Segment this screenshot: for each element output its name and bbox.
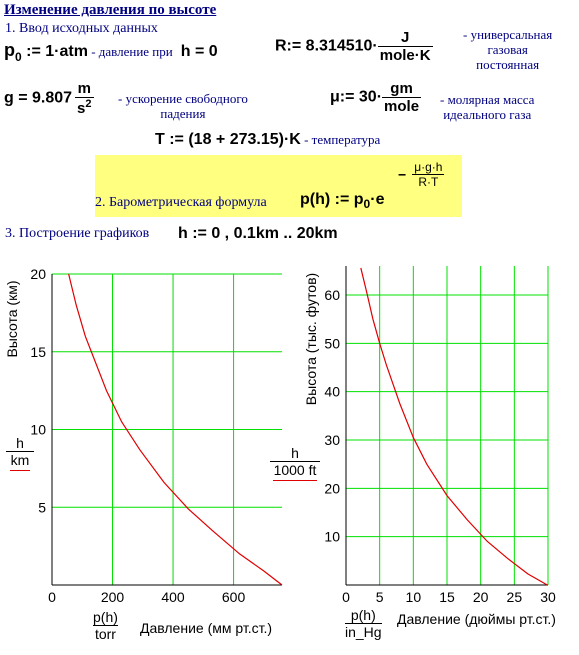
chart2-y-unit: h 1000 ft bbox=[270, 445, 320, 481]
formula-subscript: 0 bbox=[363, 197, 371, 211]
g-comment-line-2: падения bbox=[160, 106, 206, 121]
chart2-plot: 0 5 10 15 20 25 30 10 20 30 40 50 60 bbox=[324, 266, 556, 605]
chart1-y-tick-label: 5 bbox=[38, 499, 46, 515]
chart2-x-tick-label: 5 bbox=[376, 589, 384, 605]
chart2-x-tick-label: 25 bbox=[507, 589, 523, 605]
chart2-y-unit-den: 1000 ft bbox=[270, 461, 320, 478]
chart2-curve bbox=[360, 267, 548, 586]
r-comment-line-3: постоянная bbox=[476, 57, 540, 72]
p0-symbol: p bbox=[4, 40, 15, 60]
chart1-x-tick-label: 0 bbox=[48, 589, 56, 605]
chart2-x-unit: p(h) in_Hg bbox=[345, 607, 382, 640]
formula-expression: p(h) := p bbox=[300, 191, 364, 208]
chart1-plot: 0 200 400 600 5 10 15 20 bbox=[30, 266, 283, 605]
chart1-legend-line bbox=[10, 470, 30, 471]
formula-highlight bbox=[95, 155, 462, 217]
chart2-x-unit-den: in_Hg bbox=[345, 623, 382, 640]
g-definition[interactable]: g = 9.807 m s2 bbox=[4, 80, 94, 117]
r-comment-line-2: газовая bbox=[487, 42, 528, 57]
g-numerator: m bbox=[77, 80, 91, 97]
r-numerator: J bbox=[400, 29, 410, 46]
chart1-x-tick-label: 600 bbox=[222, 589, 246, 605]
formula-exponent: − μ·g·h R·T bbox=[398, 160, 445, 189]
range-definition[interactable]: h := 0 , 0.1km .. 20km bbox=[178, 225, 338, 242]
g-comment: - ускорение свободного падения bbox=[118, 91, 248, 121]
mu-denominator: mole bbox=[382, 97, 422, 115]
chart2-y-tick-label: 20 bbox=[324, 480, 340, 496]
chart1-y-unit-num: h bbox=[16, 435, 24, 451]
chart2-x-tick-label: 0 bbox=[342, 589, 350, 605]
mu-definition[interactable]: μ:= 30· gm mole bbox=[330, 80, 422, 115]
t-expression: T := (18 + 273.15)·K bbox=[155, 131, 301, 148]
exponent-denominator: R·T bbox=[412, 174, 445, 189]
chart2-y-tick-label: 30 bbox=[324, 432, 340, 448]
g-comment-line-1: - ускорение свободного bbox=[118, 91, 248, 106]
page-title: Изменение давления по высоте bbox=[4, 2, 217, 18]
chart1-y-unit-den: km bbox=[6, 451, 34, 468]
chart1-x-unit-num: p(h) bbox=[93, 609, 118, 625]
formula-exponential: ·e bbox=[370, 191, 385, 208]
mu-comment-line-2: идеального газа bbox=[443, 107, 532, 122]
section-3-heading: 3. Построение графиков bbox=[5, 226, 150, 241]
formula-label: 2. Барометрическая формула bbox=[95, 195, 267, 210]
chart1-x-tick-label: 200 bbox=[101, 589, 125, 605]
chart1-y-tick-label: 20 bbox=[30, 266, 46, 282]
chart1-x-unit-den: torr bbox=[93, 625, 118, 642]
r-lhs: R:= 8.314510· bbox=[275, 37, 378, 55]
exponent-sign: − bbox=[398, 166, 407, 183]
chart1-x-unit: p(h) torr bbox=[93, 609, 118, 642]
r-comment-line-1: - универсальная bbox=[463, 27, 553, 42]
chart1-curve bbox=[68, 273, 283, 586]
r-denominator: mole·K bbox=[377, 46, 433, 64]
g-lhs: g = 9.807 bbox=[4, 89, 73, 107]
chart2-y-tick-label: 40 bbox=[324, 384, 340, 400]
g-denominator-exponent: 2 bbox=[85, 98, 92, 110]
p0-condition: h = 0 bbox=[180, 43, 218, 60]
chart2-x-unit-num: p(h) bbox=[350, 607, 376, 623]
p0-definition[interactable]: p0 := 1·atm - давление при h = 0 bbox=[4, 40, 218, 64]
g-denominator: s bbox=[77, 100, 86, 117]
exponent-numerator: μ·g·h bbox=[414, 160, 443, 174]
mu-numerator: gm bbox=[390, 80, 413, 97]
chart1-x-axis-label: Давление (мм рт.ст.) bbox=[140, 620, 273, 636]
t-comment: - температура bbox=[300, 132, 381, 147]
chart2-y-unit-num: h bbox=[291, 445, 299, 461]
barometric-formula[interactable]: p(h) := p0·e bbox=[300, 191, 385, 211]
section-1-heading: 1. Ввод исходных данных bbox=[5, 21, 158, 36]
mu-comment: - молярная масса идеального газа bbox=[440, 92, 534, 122]
p0-value: := 1·atm bbox=[21, 43, 88, 60]
chart1-y-unit: h km bbox=[6, 435, 34, 471]
chart1-y-tick-label: 10 bbox=[30, 422, 46, 438]
t-definition[interactable]: T := (18 + 273.15)·K - температура bbox=[155, 131, 380, 149]
chart2-x-axis-label: Давление (дюймы рт.ст.) bbox=[397, 611, 556, 627]
chart2-y-tick-label: 60 bbox=[324, 287, 340, 303]
p0-subscript: 0 bbox=[15, 50, 22, 64]
chart1-y-tick-label: 15 bbox=[30, 344, 46, 360]
chart2-y-tick-label: 10 bbox=[324, 529, 340, 545]
r-comment: - универсальная газовая постоянная bbox=[463, 27, 552, 72]
mu-lhs: μ:= 30· bbox=[330, 88, 383, 106]
mu-comment-line-1: - молярная масса bbox=[440, 92, 535, 107]
chart2-x-tick-label: 20 bbox=[473, 589, 489, 605]
chart2-y-tick-label: 50 bbox=[324, 335, 340, 351]
chart1-x-tick-label: 400 bbox=[161, 589, 185, 605]
chart2-x-tick-label: 15 bbox=[439, 589, 455, 605]
chart2-x-tick-label: 30 bbox=[540, 589, 556, 605]
chart2-legend-line bbox=[273, 480, 317, 481]
chart2-x-tick-label: 10 bbox=[406, 589, 422, 605]
p0-comment: - давление при bbox=[87, 44, 173, 59]
